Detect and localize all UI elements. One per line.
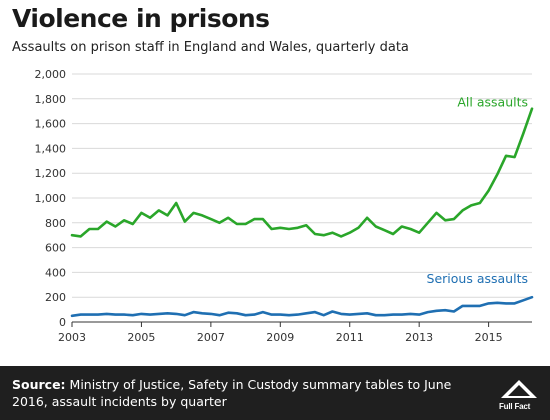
all-assaults-label: All assaults <box>457 95 528 110</box>
x-tick-label: 2011 <box>336 331 364 344</box>
x-tick-label: 2005 <box>127 331 155 344</box>
source-label: Source: <box>12 377 66 392</box>
all-assaults-line <box>70 107 534 238</box>
y-tick-label: 1,400 <box>35 142 67 155</box>
x-tick-label: 2009 <box>266 331 294 344</box>
y-tick-label: 1,600 <box>35 118 67 131</box>
footer: Source: Ministry of Justice, Safety in C… <box>0 366 550 420</box>
x-tick-label: 2003 <box>58 331 86 344</box>
y-tick-label: 800 <box>45 217 66 230</box>
source-text: Ministry of Justice, Safety in Custody s… <box>12 377 452 409</box>
y-tick-label: 1,000 <box>35 192 67 205</box>
y-tick-label: 1,800 <box>35 93 67 106</box>
chart-title: Violence in prisons <box>12 4 270 33</box>
y-tick-label: 0 <box>59 316 66 329</box>
y-tick-label: 2,000 <box>35 68 67 81</box>
serious-assaults-line <box>70 295 534 318</box>
y-tick-label: 1,200 <box>35 167 67 180</box>
logo-icon <box>501 380 537 398</box>
line-chart: 0 200 400 600 800 1,000 1,200 1,400 1,600 1,800 2,… <box>35 68 534 344</box>
y-tick-label: 600 <box>45 242 66 255</box>
x-tick-label: 2015 <box>475 331 503 344</box>
x-tick-label: 2007 <box>197 331 225 344</box>
axis-layer: 0 200 400 600 800 1,000 1,200 1,400 1,600 1,800 2,… <box>35 68 532 344</box>
source-note: Source: Ministry of Justice, Safety in C… <box>12 376 472 410</box>
y-tick-label: 400 <box>45 266 66 279</box>
chart-subtitle: Assaults on prison staff in England and … <box>12 40 409 55</box>
y-tick-label: 200 <box>45 291 66 304</box>
logo-text: Full Fact <box>499 402 531 411</box>
serious-assaults-label: Serious assaults <box>427 271 528 286</box>
grid-layer <box>72 73 532 298</box>
series-layer <box>70 107 534 318</box>
x-tick-label: 2013 <box>405 331 433 344</box>
series-labels: All assaults Serious assaults <box>427 95 528 287</box>
full-fact-logo: Full Fact <box>497 376 541 416</box>
